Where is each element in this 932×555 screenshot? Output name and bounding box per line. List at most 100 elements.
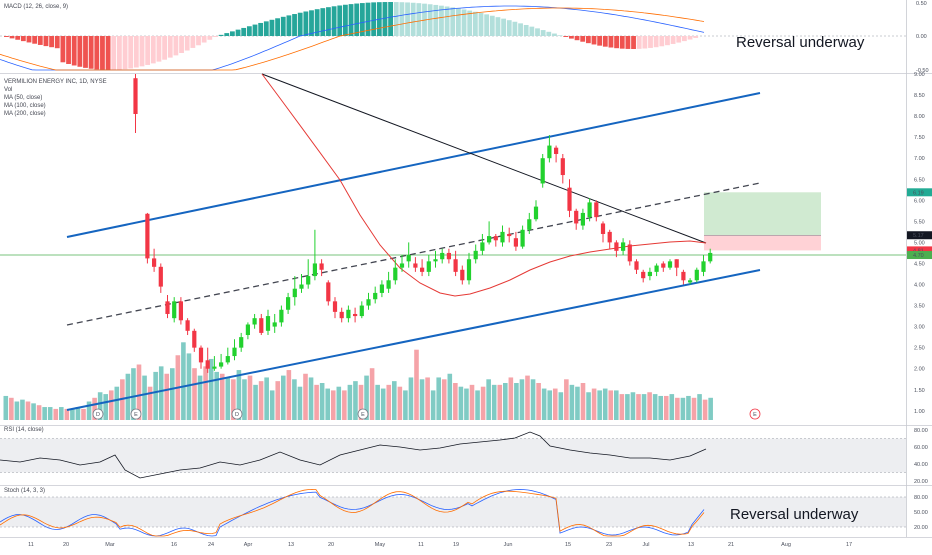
macd-histogram-bar: [314, 9, 320, 37]
price-badge: [907, 188, 932, 197]
volume-bar: [114, 386, 120, 420]
candle-body: [500, 231, 505, 243]
volume-bar: [9, 397, 14, 420]
macd-histogram-bar: [201, 36, 207, 43]
macd-histogram-bar: [117, 36, 122, 70]
candle-body: [473, 250, 478, 260]
channel-midline: [66, 182, 761, 326]
time-tick-label: 23: [606, 542, 612, 548]
moving-average-line: [261, 73, 707, 297]
candle-body: [198, 347, 204, 363]
macd-histogram-bar: [128, 36, 134, 69]
volume-bar: [530, 379, 536, 420]
macd-tick-label: -0.50: [916, 68, 929, 74]
volume-bar: [441, 379, 447, 420]
macd-histogram-bar: [444, 6, 450, 37]
price-badge-label: 5.17: [913, 233, 924, 239]
volume-bar: [347, 384, 353, 420]
volume-bar: [541, 388, 547, 420]
macd-histogram-bar: [83, 36, 88, 68]
candle-body: [647, 271, 652, 277]
macd-histogram-bar: [173, 36, 179, 56]
volume-bar: [519, 379, 525, 420]
macd-histogram-bar: [105, 36, 111, 70]
volume-bar: [108, 390, 114, 420]
macd-histogram-bar: [252, 24, 258, 36]
macd-histogram-bar: [416, 3, 422, 37]
macd-histogram-bar: [309, 10, 314, 36]
candle-body: [379, 284, 384, 293]
volume-bar: [286, 370, 292, 420]
volume-bar: [552, 388, 558, 420]
candle-body: [600, 223, 606, 234]
candle-body: [326, 282, 331, 302]
volume-bar: [3, 395, 9, 420]
macd-histogram-bar: [450, 7, 456, 37]
volume-bar: [25, 401, 31, 420]
candle-body: [627, 244, 632, 262]
macd-histogram-bar: [433, 4, 439, 37]
volume-bar: [497, 384, 503, 420]
time-tick-label: 24: [208, 542, 214, 548]
volume-bar: [652, 394, 658, 420]
macd-histogram-bar: [337, 5, 343, 36]
volume-bar: [658, 395, 663, 420]
macd-histogram-bar: [540, 30, 546, 36]
candle-body: [339, 311, 344, 319]
macd-histogram-bar: [563, 36, 569, 37]
candle-body: [547, 145, 552, 159]
event-marker: [357, 408, 369, 420]
volume-bar: [430, 390, 436, 420]
candle-body: [219, 362, 224, 367]
time-tick-label: 11: [418, 542, 424, 548]
macd-histogram-bar: [608, 36, 614, 48]
volume-bar: [186, 353, 192, 420]
macd-tick-label: 0.00: [916, 34, 927, 40]
volume-bar: [158, 366, 164, 420]
event-marker: [231, 408, 243, 420]
volume-bar: [319, 383, 325, 420]
volume-bar: [81, 408, 86, 420]
candle-body: [265, 316, 271, 331]
volume-bar: [686, 395, 691, 420]
macd-histogram-bar: [326, 7, 331, 36]
macd-histogram-bar: [393, 2, 399, 37]
candle-body: [621, 242, 626, 251]
macd-histogram-bar: [145, 36, 151, 65]
candle-body: [614, 242, 619, 251]
volume-bar: [564, 379, 569, 420]
macd-histogram-bar: [218, 34, 224, 36]
volume-bar: [691, 397, 697, 420]
macd-histogram-bar: [275, 18, 280, 36]
time-tick-label: Aug: [781, 542, 791, 548]
stoch-k-line: [0, 489, 705, 537]
time-tick-label: 21: [728, 542, 734, 548]
volume-bar: [414, 349, 419, 420]
candle-body: [306, 276, 311, 285]
macd-histogram-bar: [32, 36, 38, 44]
macd-histogram-bar: [569, 36, 574, 39]
macd-histogram-bar: [642, 36, 648, 49]
candle-body: [133, 78, 138, 114]
volume-bar: [42, 407, 47, 420]
candle-body: [480, 242, 485, 251]
time-tick-label: 19: [453, 542, 459, 548]
volume-bar: [458, 386, 464, 420]
candle-body: [507, 233, 512, 237]
trendline-black: [261, 73, 707, 244]
macd-histogram-bar: [207, 36, 213, 40]
macd-histogram-bar: [263, 21, 269, 36]
volume-bar: [136, 364, 142, 420]
volume-bar: [342, 390, 347, 420]
candle-body: [440, 252, 445, 260]
volume-bar: [669, 394, 675, 420]
candle-body: [567, 187, 572, 211]
macd-histogram-bar: [133, 36, 139, 68]
macd-histogram-bar: [382, 2, 388, 36]
channel-upper-line: [66, 92, 761, 238]
macd-histogram-bar: [529, 26, 535, 36]
macd-histogram-bar: [269, 19, 275, 36]
time-tick-label: 20: [328, 542, 334, 548]
macd-histogram-bar: [501, 18, 506, 36]
macd-histogram-bar: [88, 36, 94, 69]
